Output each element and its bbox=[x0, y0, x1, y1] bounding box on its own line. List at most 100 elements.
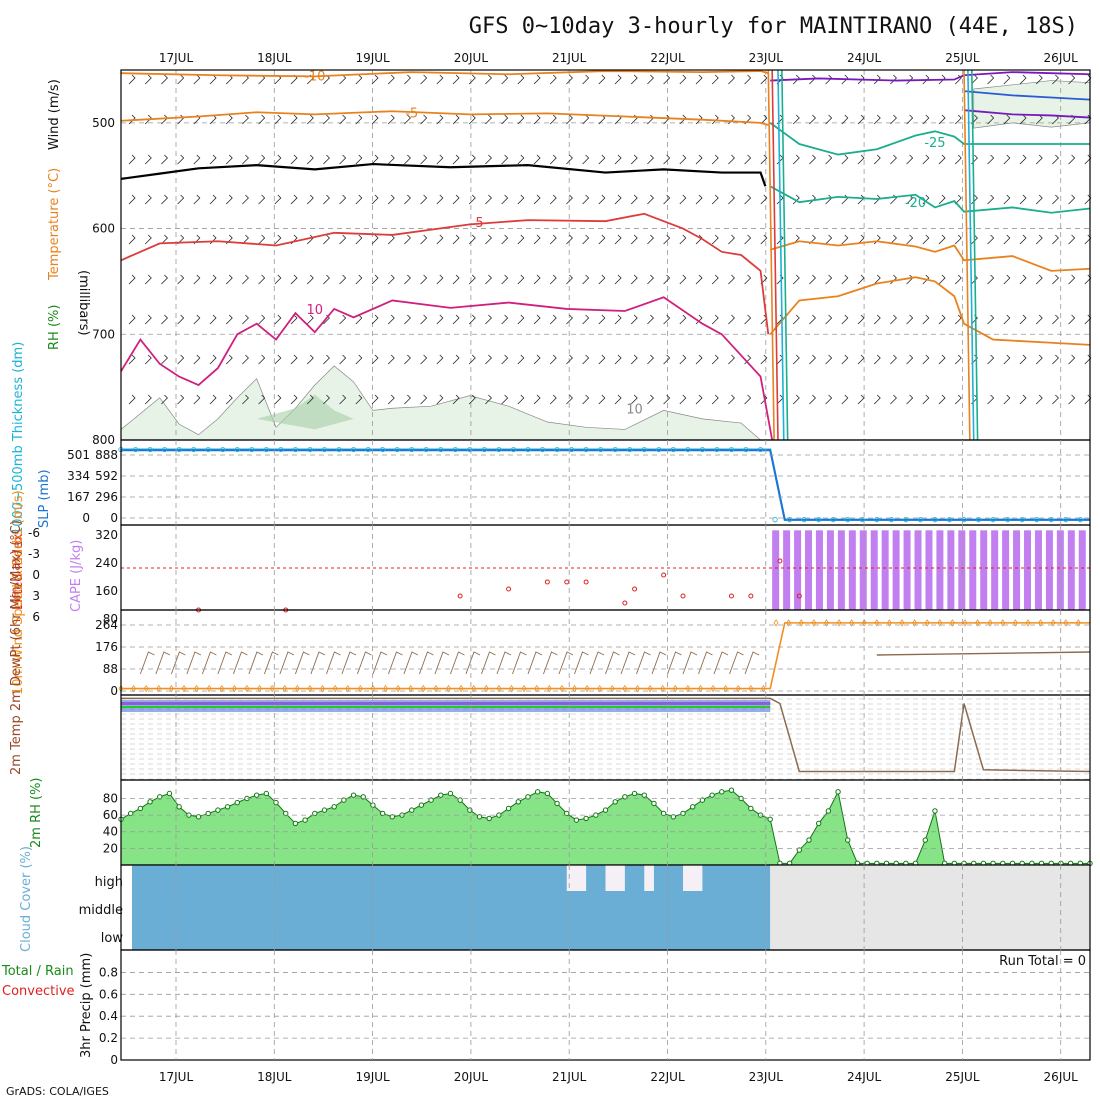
precip-tick: 0.2 bbox=[99, 1031, 118, 1045]
wind-barb bbox=[339, 74, 347, 85]
wind-speed-marker bbox=[483, 684, 489, 693]
wind-barb bbox=[566, 394, 573, 405]
wind-barb bbox=[468, 194, 476, 205]
wind-barb bbox=[971, 354, 978, 365]
wind-barb bbox=[533, 274, 541, 285]
wind-speed-marker bbox=[496, 684, 502, 693]
wind-barb bbox=[420, 194, 428, 205]
temperature-contour bbox=[769, 185, 1091, 214]
wind-barb bbox=[857, 354, 865, 365]
wind-barb bbox=[566, 194, 573, 205]
ylabel-unit: (millibars) bbox=[76, 270, 91, 336]
wind-speed-marker bbox=[257, 684, 263, 693]
wind-barb bbox=[128, 154, 136, 165]
wind-barb bbox=[274, 274, 282, 285]
wind-barb bbox=[339, 114, 347, 125]
li-point bbox=[632, 586, 638, 592]
wind-barb bbox=[598, 394, 606, 405]
wind-barb bbox=[404, 154, 411, 165]
surface-wind-barb bbox=[465, 651, 481, 675]
wind-speed-marker bbox=[294, 684, 300, 693]
wind-barb bbox=[582, 194, 590, 205]
wind-barb bbox=[242, 394, 249, 405]
wind-barb bbox=[549, 274, 557, 285]
rh2m-point bbox=[709, 792, 715, 798]
wind-speed-marker bbox=[572, 684, 577, 693]
wind-barb bbox=[857, 74, 865, 85]
wind-barb bbox=[436, 154, 444, 165]
rh2m-point bbox=[341, 797, 347, 803]
wind-barb bbox=[922, 114, 930, 125]
wind-barb bbox=[128, 354, 136, 365]
wind-barb bbox=[1003, 394, 1011, 405]
slp-marker bbox=[510, 446, 517, 453]
wind-barb bbox=[1019, 234, 1027, 245]
wind-speed-marker bbox=[131, 684, 137, 693]
wind-barb bbox=[387, 394, 395, 405]
wind-barb bbox=[647, 314, 654, 325]
wind-barb bbox=[954, 114, 962, 125]
slp-marker bbox=[321, 446, 328, 453]
rh-tick: 20 bbox=[103, 841, 118, 855]
wind-barb bbox=[614, 194, 622, 205]
ylabel-temperature: Temperature (°C) bbox=[47, 168, 62, 281]
rh2m-point bbox=[728, 787, 735, 793]
wind-barb bbox=[193, 74, 201, 85]
wind-barb bbox=[938, 74, 946, 85]
wind-barb bbox=[533, 74, 541, 85]
wind-barb bbox=[323, 114, 330, 125]
wind-speed-line bbox=[121, 622, 1090, 690]
surface-wind-barb bbox=[496, 651, 512, 675]
wind-barb bbox=[614, 314, 622, 325]
x-tick-bottom: 20JUL bbox=[454, 1070, 489, 1084]
slp-marker bbox=[699, 446, 706, 453]
wind-barb bbox=[776, 74, 784, 85]
thickness-tick: 501 bbox=[67, 448, 90, 462]
wind-barb bbox=[533, 154, 541, 165]
wind-speed-marker bbox=[962, 619, 968, 627]
wind-speed-marker bbox=[307, 684, 313, 693]
wind-barb bbox=[873, 154, 881, 165]
surface-wind-barb bbox=[388, 651, 403, 675]
surface-wind-barb bbox=[620, 651, 636, 675]
wind-barb bbox=[339, 234, 347, 245]
wind-barb bbox=[533, 234, 541, 245]
wind-barb bbox=[679, 74, 687, 85]
slp-marker bbox=[816, 517, 822, 523]
wind-barb bbox=[1019, 274, 1027, 285]
chart-title: GFS 0~10day 3-hourly for MAINTIRANO (44E… bbox=[469, 14, 1078, 39]
cape-bar bbox=[914, 530, 922, 610]
rh2m-point bbox=[360, 794, 366, 800]
footer-credit: GrADS: COLA/IGES bbox=[6, 1085, 109, 1098]
slp-marker bbox=[612, 446, 618, 453]
wind-barb bbox=[549, 154, 557, 165]
wind-barb bbox=[954, 354, 962, 365]
temp-band-purple bbox=[121, 702, 771, 705]
slp-marker bbox=[1063, 517, 1069, 523]
rh2m-point bbox=[302, 817, 308, 823]
wind-barb bbox=[938, 234, 946, 245]
wind-barb bbox=[614, 354, 622, 365]
wind-barb bbox=[549, 114, 557, 125]
wind-barb bbox=[744, 194, 752, 205]
slp-marker bbox=[438, 446, 444, 453]
wind-barb bbox=[647, 74, 654, 85]
wind-barb bbox=[420, 114, 428, 125]
wind-barb bbox=[371, 114, 379, 125]
wind-speed-marker bbox=[660, 684, 666, 693]
rh2m-point bbox=[157, 794, 163, 800]
wind-barb bbox=[225, 394, 233, 405]
rh2m-point bbox=[699, 797, 706, 803]
surface-wind-barb bbox=[170, 651, 186, 675]
slp-marker bbox=[728, 446, 735, 453]
precip-tick: 0.8 bbox=[99, 965, 118, 979]
wind-barb bbox=[355, 354, 363, 365]
wind-barb bbox=[306, 114, 314, 125]
surface-wind-barb bbox=[310, 651, 326, 675]
slp-marker bbox=[394, 446, 400, 453]
wind-barb bbox=[468, 314, 476, 325]
wind-barb bbox=[144, 74, 152, 85]
wind-barb bbox=[371, 194, 379, 205]
slp-marker bbox=[263, 446, 269, 453]
surface-wind-barb bbox=[294, 651, 310, 675]
